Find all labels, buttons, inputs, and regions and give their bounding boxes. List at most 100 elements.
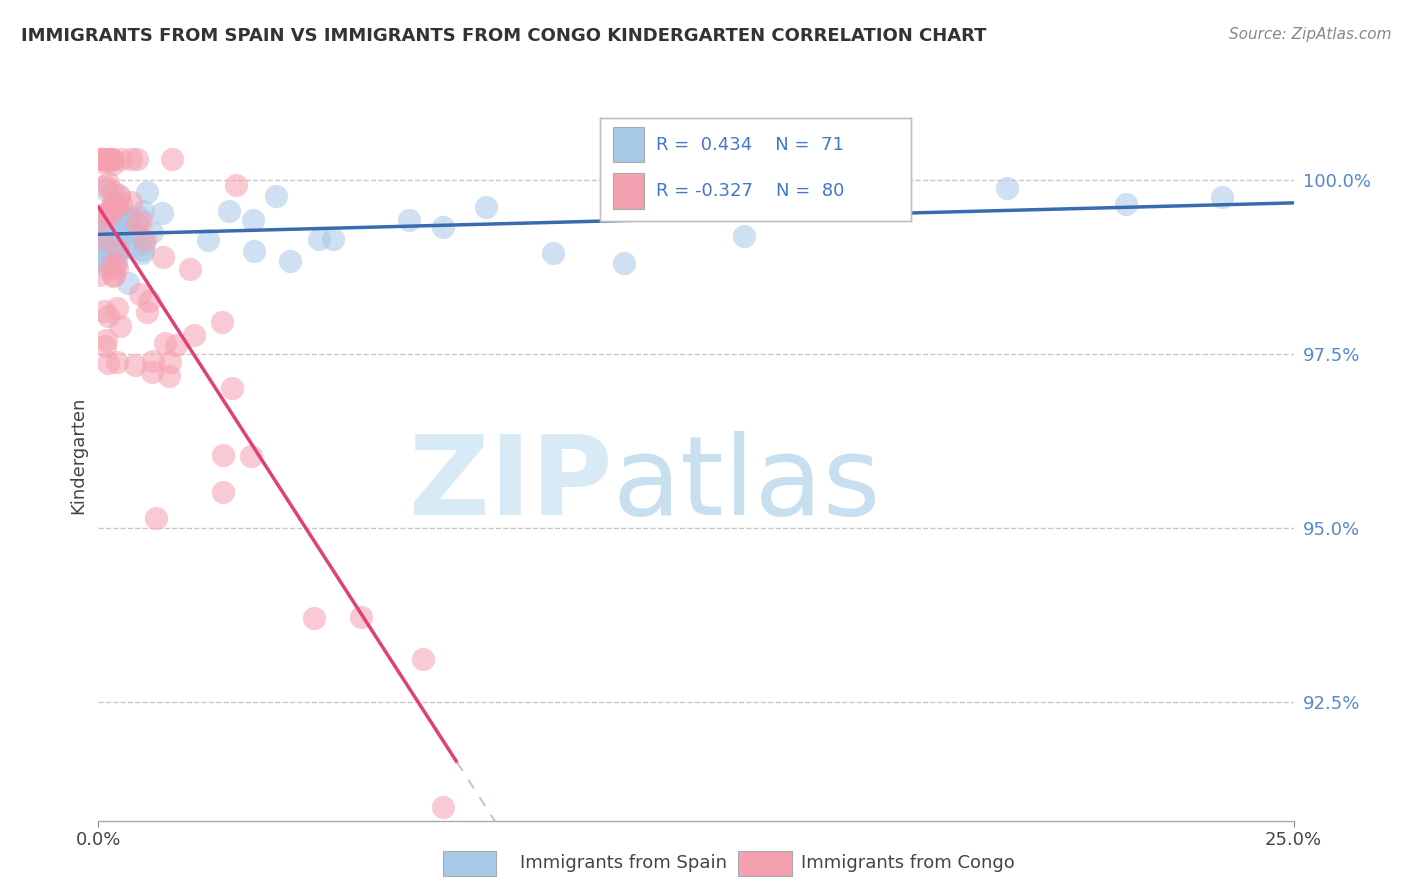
Point	[165, 338, 187, 352]
Point	[100, 200, 122, 214]
Point	[852, 193, 875, 207]
Text: Immigrants from Spain: Immigrants from Spain	[520, 855, 727, 872]
Point	[96, 244, 118, 258]
Point	[160, 152, 183, 166]
Point	[97, 309, 120, 323]
Point	[90, 152, 112, 166]
Point	[1211, 190, 1233, 204]
Point	[132, 236, 155, 251]
Point	[91, 154, 114, 169]
Point	[211, 449, 233, 463]
Point	[91, 152, 114, 166]
Point	[136, 185, 159, 199]
Point	[93, 304, 115, 318]
Point	[103, 210, 125, 224]
Point	[105, 248, 128, 262]
Point	[103, 268, 125, 282]
Point	[350, 610, 373, 624]
Point	[474, 201, 496, 215]
Point	[101, 227, 124, 242]
Point	[101, 152, 124, 166]
Point	[89, 152, 111, 166]
Point	[159, 355, 181, 369]
Point	[264, 189, 287, 203]
Point	[1115, 196, 1137, 211]
Point	[152, 251, 174, 265]
Text: ZIP: ZIP	[409, 431, 613, 538]
Point	[94, 339, 117, 353]
Point	[218, 204, 240, 219]
Text: IMMIGRANTS FROM SPAIN VS IMMIGRANTS FROM CONGO KINDERGARTEN CORRELATION CHART: IMMIGRANTS FROM SPAIN VS IMMIGRANTS FROM…	[21, 27, 987, 45]
Point	[103, 219, 125, 233]
Point	[112, 213, 135, 227]
Point	[105, 355, 128, 369]
Point	[101, 249, 124, 263]
Point	[118, 212, 141, 227]
Point	[733, 229, 755, 244]
Point	[107, 199, 129, 213]
Point	[308, 231, 330, 245]
Point	[90, 253, 112, 268]
Point	[128, 211, 150, 225]
Point	[105, 256, 128, 270]
Point	[110, 197, 132, 211]
Point	[242, 213, 264, 227]
Point	[240, 449, 263, 463]
Point	[432, 219, 454, 234]
Point	[94, 210, 117, 224]
Point	[278, 254, 301, 268]
Point	[97, 356, 120, 370]
Point	[132, 243, 155, 257]
Point	[118, 213, 141, 227]
Point	[101, 157, 124, 171]
Point	[94, 211, 117, 226]
Point	[110, 152, 132, 166]
Point	[91, 209, 114, 223]
Point	[212, 485, 235, 500]
Point	[125, 226, 148, 240]
Text: Source: ZipAtlas.com: Source: ZipAtlas.com	[1229, 27, 1392, 42]
Point	[111, 228, 134, 243]
Point	[91, 231, 114, 245]
Point	[179, 261, 201, 276]
Point	[128, 287, 150, 301]
Point	[97, 153, 120, 168]
Point	[96, 210, 118, 224]
Point	[120, 152, 142, 166]
Point	[138, 294, 160, 309]
Point	[117, 276, 139, 290]
Point	[97, 207, 120, 221]
Text: Immigrants from Congo: Immigrants from Congo	[801, 855, 1015, 872]
Point	[93, 231, 115, 245]
Point	[995, 180, 1018, 194]
Point	[432, 799, 454, 814]
Point	[121, 240, 143, 254]
Point	[100, 200, 122, 214]
Point	[125, 152, 148, 166]
Point	[322, 232, 344, 246]
Point	[183, 327, 205, 342]
Point	[132, 204, 155, 219]
Point	[107, 243, 129, 257]
Point	[302, 611, 325, 625]
Point	[97, 177, 120, 191]
Point	[94, 216, 117, 230]
Point	[101, 269, 124, 284]
Point	[125, 217, 148, 231]
Point	[114, 241, 136, 255]
Point	[94, 228, 117, 243]
Point	[104, 205, 127, 219]
Point	[100, 258, 122, 272]
Point	[101, 152, 124, 166]
Point	[101, 186, 124, 200]
Point	[108, 319, 131, 334]
Point	[104, 258, 127, 272]
Point	[197, 233, 219, 247]
Point	[97, 238, 120, 252]
Point	[211, 315, 233, 329]
Point	[120, 194, 142, 209]
Point	[225, 178, 247, 192]
Point	[96, 260, 118, 275]
Point	[221, 381, 243, 395]
Point	[111, 228, 134, 243]
